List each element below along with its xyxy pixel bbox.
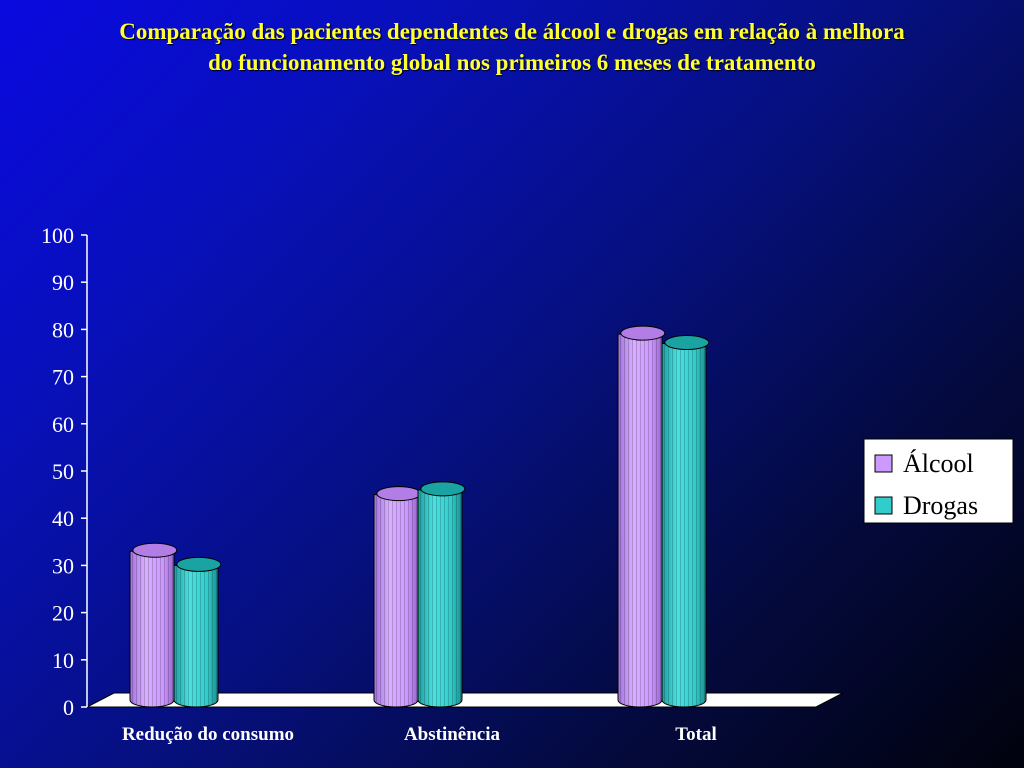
y-tick-label: 40 [52, 506, 74, 531]
x-category-label: Total [675, 724, 717, 745]
y-tick-label: 100 [41, 223, 74, 248]
bar-drogas [417, 481, 466, 708]
y-axis: 0 10 20 30 40 50 60 70 80 90 100 [41, 223, 88, 720]
y-tick-label: 20 [52, 601, 74, 626]
legend-swatch-drogas [874, 496, 893, 515]
y-tick-label: 10 [52, 648, 74, 673]
legend-swatch-alcool [874, 454, 893, 473]
bar-alcool [617, 325, 666, 708]
y-tick-label: 60 [52, 412, 74, 437]
x-category-label: Redução do consumo [122, 724, 294, 745]
y-tick-label: 50 [52, 459, 74, 484]
y-tick-label: 80 [52, 317, 74, 342]
legend: Álcool Drogas [863, 438, 1014, 524]
bar-drogas [661, 335, 710, 708]
chart-title: Comparação das pacientes dependentes de … [0, 16, 1024, 78]
y-tick-label: 0 [63, 695, 74, 720]
bar-alcool [373, 486, 422, 708]
y-ticks: 0 10 20 30 40 50 60 70 80 90 100 [41, 223, 87, 720]
chart-title-line-1: Comparação das pacientes dependentes de … [119, 19, 905, 44]
x-category-label: Abstinência [404, 724, 501, 745]
bar-drogas [173, 556, 222, 708]
legend-label-drogas: Drogas [903, 491, 978, 520]
x-axis-labels: Redução do consumo Abstinência Total [122, 724, 717, 745]
bar-alcool [129, 542, 178, 708]
y-tick-label: 70 [52, 365, 74, 390]
y-tick-label: 30 [52, 553, 74, 578]
y-tick-label: 90 [52, 270, 74, 295]
chart-title-line-2: do funcionamento global nos primeiros 6 … [208, 50, 816, 75]
legend-label-alcool: Álcool [903, 449, 974, 478]
bars [129, 325, 710, 708]
